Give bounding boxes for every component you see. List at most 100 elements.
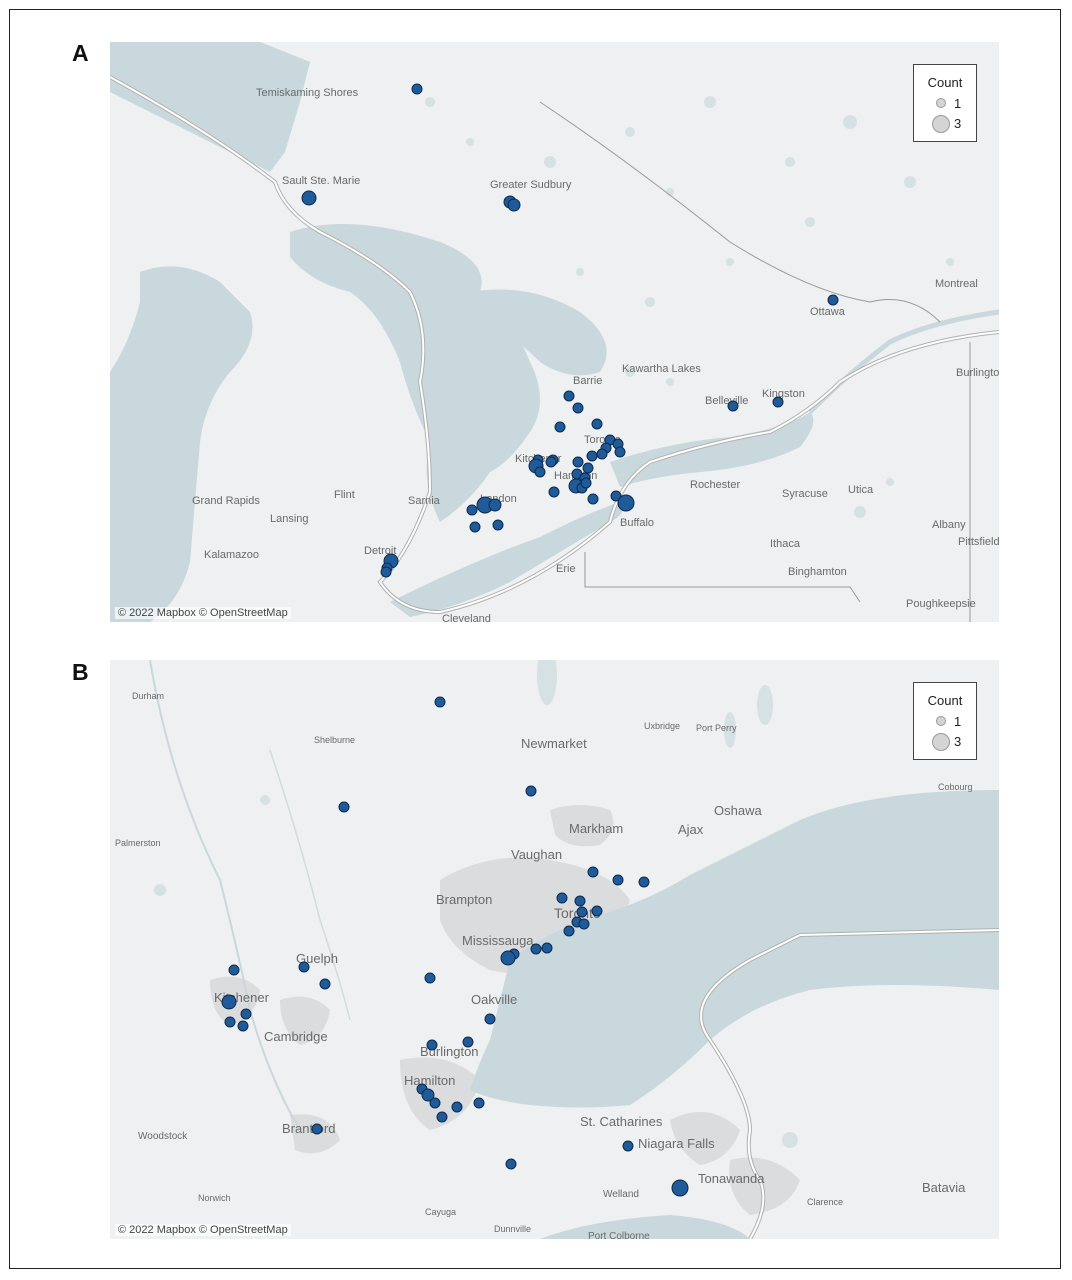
place-label: Shelburne [314,735,355,745]
data-point[interactable] [563,925,575,937]
data-point[interactable] [311,1123,323,1135]
place-label: Montreal [935,278,978,290]
data-point[interactable] [451,1101,463,1113]
place-label: Temiskaming Shores [256,87,359,99]
panel-b-label: B [72,659,89,685]
data-point[interactable] [612,874,624,886]
data-point[interactable] [380,566,392,578]
place-label: Brantford [282,1121,335,1136]
map-attribution[interactable]: © 2022 Mapbox © OpenStreetMap [115,1224,291,1236]
data-point[interactable] [436,1111,448,1123]
data-point[interactable] [587,493,599,505]
data-point[interactable] [298,961,310,973]
place-label: Belleville [705,395,748,407]
data-point[interactable] [574,895,586,907]
data-point[interactable] [671,1179,689,1197]
legend-swatch-small [936,716,946,726]
data-point[interactable] [421,1088,435,1102]
place-label: Buffalo [620,517,654,529]
data-point[interactable] [411,83,423,95]
place-label: Albany [932,519,966,531]
data-point[interactable] [591,418,603,430]
data-point[interactable] [596,448,608,460]
data-point[interactable] [237,1020,249,1032]
data-point[interactable] [525,785,537,797]
data-point[interactable] [488,498,502,512]
place-label: Clarence [807,1197,843,1207]
place-label: Niagara Falls [638,1136,715,1151]
place-label: Kingston [762,388,805,400]
data-point[interactable] [228,964,240,976]
legend-title: Count [927,75,963,90]
data-point[interactable] [534,466,546,478]
data-point[interactable] [563,390,575,402]
place-label: Mississauga [462,933,534,948]
data-point[interactable] [240,1008,252,1020]
place-label: Dunnville [494,1224,531,1234]
place-label: Oshawa [714,803,762,818]
data-point[interactable] [426,1039,438,1051]
data-point[interactable] [572,402,584,414]
map-panel-a[interactable]: Temiskaming Shores Sault Ste. Marie Grea… [110,42,999,622]
place-label: Syracuse [782,488,828,500]
data-point[interactable] [548,486,560,498]
data-point[interactable] [586,450,598,462]
data-point[interactable] [505,1158,517,1170]
data-point[interactable] [224,1016,236,1028]
data-point[interactable] [572,456,584,468]
data-point[interactable] [429,1097,441,1109]
place-label: Flint [334,489,355,501]
data-point[interactable] [492,519,504,531]
data-point[interactable] [301,190,317,206]
data-point[interactable] [500,950,516,966]
data-point[interactable] [484,1013,496,1025]
data-point[interactable] [473,1097,485,1109]
place-label: Erie [556,563,576,575]
data-point[interactable] [554,421,566,433]
data-point[interactable] [576,906,588,918]
data-point[interactable] [727,400,739,412]
data-point[interactable] [591,905,603,917]
map-attribution[interactable]: © 2022 Mapbox © OpenStreetMap [115,607,291,619]
place-label: Palmerston [115,838,161,848]
legend-label: 1 [954,96,962,111]
place-label: Rochester [690,479,740,491]
data-point[interactable] [827,294,839,306]
map-b-canvas: Durham Shelburne Newmarket Uxbridge Port… [115,660,999,1239]
data-point[interactable] [530,943,542,955]
data-point[interactable] [638,876,650,888]
data-point[interactable] [319,978,331,990]
data-point[interactable] [617,494,635,512]
data-point[interactable] [507,198,521,212]
data-point[interactable] [582,462,594,474]
figure-frame [9,9,1061,1269]
place-label: St. Catharines [580,1114,663,1129]
place-label: Cambridge [264,1029,328,1044]
data-point[interactable] [580,477,592,489]
data-point[interactable] [556,892,568,904]
data-point[interactable] [578,918,590,930]
data-point[interactable] [462,1036,474,1048]
place-label: Norwich [198,1193,231,1203]
data-point[interactable] [587,866,599,878]
data-point[interactable] [338,801,350,813]
map-panel-b[interactable]: Durham Shelburne Newmarket Uxbridge Port… [110,660,999,1239]
legend-swatch-small [936,98,946,108]
legend-panel-a: Count 1 3 [913,64,977,142]
data-point[interactable] [610,490,622,502]
data-point[interactable] [541,942,553,954]
place-label: Kalamazoo [204,549,259,561]
data-point[interactable] [424,972,436,984]
data-point[interactable] [614,446,626,458]
place-label: Lansing [270,513,309,525]
legend-label: 3 [954,734,962,749]
data-point[interactable] [221,994,237,1010]
place-label: Binghamton [788,566,847,578]
data-point[interactable] [469,521,481,533]
data-point[interactable] [622,1140,634,1152]
place-label: Cleveland [442,613,491,622]
data-point[interactable] [545,456,557,468]
data-point[interactable] [772,396,784,408]
data-point[interactable] [466,504,478,516]
data-point[interactable] [434,696,446,708]
